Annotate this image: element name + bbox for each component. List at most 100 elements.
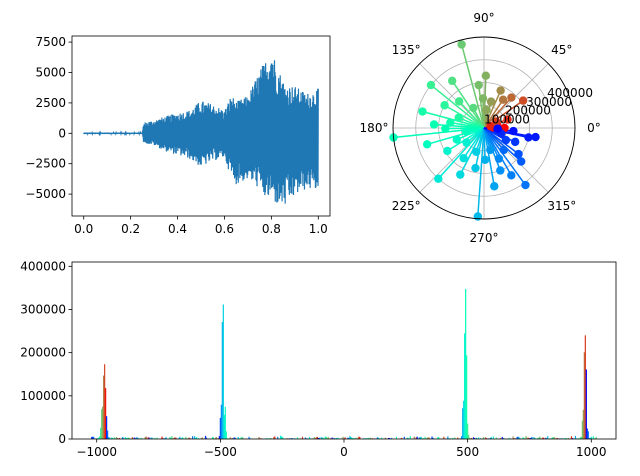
stem-marker bbox=[429, 120, 439, 129]
spectrum-bar bbox=[156, 437, 158, 439]
spectrum-bar bbox=[358, 436, 360, 439]
angle-tick-label: 270° bbox=[470, 231, 499, 245]
spectrum-bar bbox=[205, 437, 208, 439]
x-tick-label: 0.0 bbox=[74, 222, 93, 236]
spectrum-bar bbox=[579, 437, 581, 439]
spectrum-bar bbox=[280, 435, 282, 439]
stem-marker bbox=[531, 132, 540, 142]
spectrum-bar bbox=[116, 437, 119, 439]
spectrum-bar bbox=[464, 333, 466, 439]
stem-marker bbox=[503, 115, 512, 124]
spectrum-bar bbox=[327, 436, 329, 439]
spectrum-bar bbox=[111, 437, 114, 439]
y-tick-label: 0 bbox=[58, 432, 66, 446]
stem-marker bbox=[459, 153, 468, 163]
spectrum-bar bbox=[133, 437, 135, 439]
angle-tick-label: 225° bbox=[392, 199, 421, 213]
spectrum-bar bbox=[508, 437, 510, 439]
spectrum-bar bbox=[527, 437, 529, 439]
spectrum-bar bbox=[490, 437, 492, 439]
spectrum-bar bbox=[121, 437, 124, 439]
stem-marker bbox=[486, 122, 495, 131]
x-tick-label: 0.6 bbox=[215, 222, 234, 236]
stem-marker bbox=[491, 117, 501, 126]
spectrum-bar bbox=[533, 436, 535, 439]
x-tick-label: 0 bbox=[340, 445, 348, 459]
spectrum-bar bbox=[418, 437, 420, 439]
spectrum-bar bbox=[571, 438, 574, 439]
spectrum-bar bbox=[126, 438, 128, 439]
spectrum-bar bbox=[198, 438, 200, 439]
time-signal-axes: 0.0 0.2 0.4 0.6 0.8 1.0 −5000 −2500 0 2500 5000 750… bbox=[25, 35, 331, 236]
frequency-spectrum-axes: −1000 −500 0 500 1000 0 100000 200000 300000 4000… bbox=[20, 259, 617, 459]
spectrum-bar bbox=[580, 437, 582, 439]
x-tick-label: 1000 bbox=[576, 445, 607, 459]
spectrum-bar bbox=[115, 437, 118, 439]
spectrum-bar bbox=[350, 437, 352, 439]
stem-marker bbox=[507, 93, 516, 102]
spectrum-bar bbox=[135, 437, 137, 439]
spectrum-bar bbox=[233, 437, 235, 439]
spectrum-bar bbox=[583, 352, 585, 439]
spectrum-bar bbox=[463, 400, 465, 439]
spectrum-bar bbox=[335, 438, 337, 439]
stem-marker bbox=[501, 135, 511, 145]
x-tick-label: 1.0 bbox=[309, 222, 328, 236]
spectrum-bar bbox=[136, 437, 138, 439]
spectrum-bar bbox=[525, 436, 527, 439]
spectrum-bar bbox=[240, 437, 242, 439]
stem-line bbox=[430, 84, 485, 129]
spectrum-bar bbox=[188, 437, 190, 439]
stem-line bbox=[483, 127, 519, 155]
spectrum-bar bbox=[103, 375, 105, 439]
spectrum-bar bbox=[489, 437, 491, 439]
stem-marker bbox=[469, 103, 478, 113]
stem-line bbox=[451, 80, 485, 129]
spectrum-bar bbox=[223, 414, 225, 439]
angle-tick-label: 90° bbox=[473, 11, 494, 25]
spectrum-bar bbox=[452, 437, 454, 439]
spectrum-bar bbox=[416, 436, 418, 439]
spectrum-bar bbox=[337, 437, 339, 439]
spectrum-bar bbox=[477, 437, 480, 439]
spectrum-bar bbox=[482, 437, 485, 439]
spectrum-bar bbox=[415, 437, 417, 439]
spectrum-bar bbox=[485, 438, 488, 439]
stem-line bbox=[460, 44, 485, 129]
spectrum-bar bbox=[547, 436, 549, 439]
spectrum-bar bbox=[127, 437, 129, 439]
spectrum-bar bbox=[113, 437, 116, 439]
spectrum-bar bbox=[308, 436, 310, 439]
spectrum-bar bbox=[468, 434, 470, 439]
y-tick-label: 400000 bbox=[20, 259, 66, 273]
spectrum-bar bbox=[147, 437, 149, 439]
spectrum-bar bbox=[161, 436, 163, 439]
spectrum-bar bbox=[131, 437, 133, 439]
spectrum-bar bbox=[531, 436, 533, 439]
spectrum-bar bbox=[424, 436, 426, 439]
spectrum-bar bbox=[454, 437, 456, 439]
stem-line bbox=[477, 85, 485, 129]
stem-marker bbox=[422, 140, 432, 149]
stem-marker bbox=[457, 40, 466, 49]
y-tick-label: −5000 bbox=[25, 187, 66, 201]
spectrum-bar bbox=[93, 436, 95, 439]
angular-gridline bbox=[483, 127, 549, 193]
spectrum-bar bbox=[403, 436, 405, 439]
stem-marker bbox=[480, 155, 490, 165]
spectrum-bar bbox=[473, 438, 476, 439]
spectrum-bar bbox=[274, 436, 276, 439]
axes-frame bbox=[71, 261, 617, 440]
y-tick-label: 2500 bbox=[35, 96, 66, 110]
spectrum-bar bbox=[194, 436, 196, 439]
spectrum-bar bbox=[409, 436, 411, 439]
spectrum-bar bbox=[325, 436, 327, 439]
spectrum-bar bbox=[406, 437, 408, 439]
spectrum-bar bbox=[384, 437, 387, 439]
spectrum-bar bbox=[290, 438, 293, 439]
spectrum-bar bbox=[218, 435, 220, 439]
stem-marker bbox=[443, 146, 452, 156]
spectrum-bar bbox=[336, 438, 338, 439]
spectrum-bar bbox=[437, 436, 439, 439]
y-tick-label: −2500 bbox=[25, 157, 66, 171]
